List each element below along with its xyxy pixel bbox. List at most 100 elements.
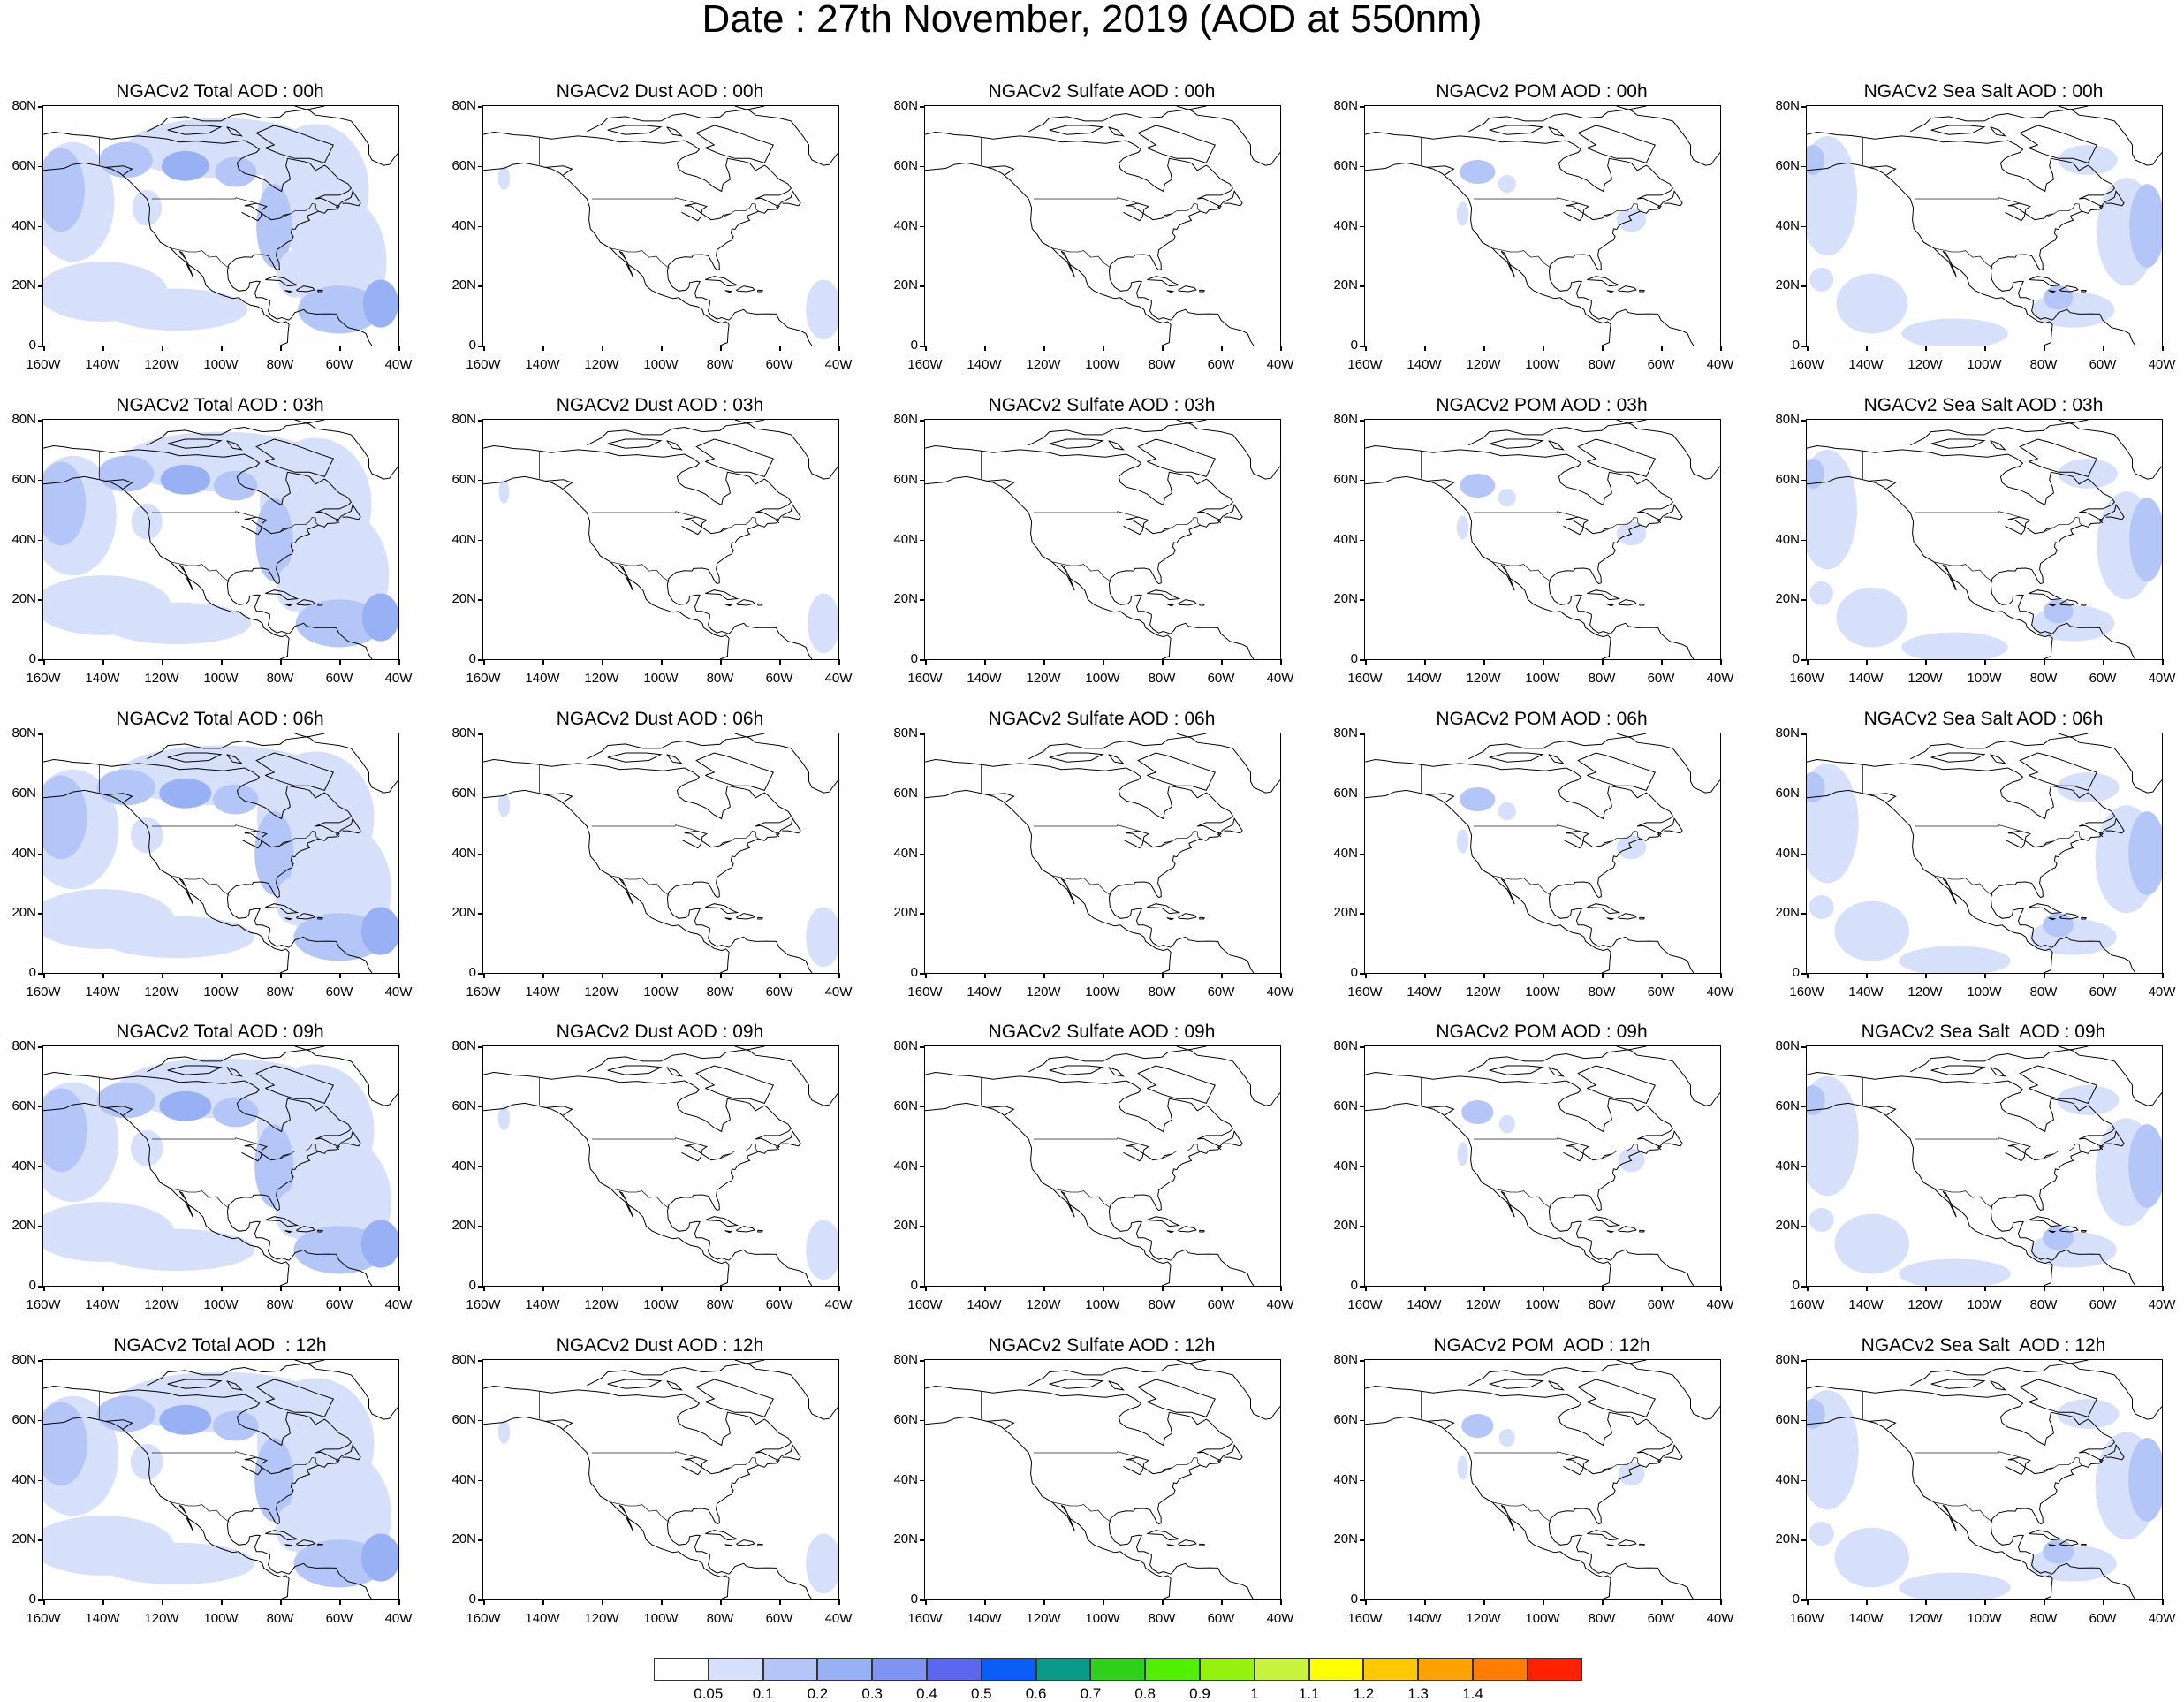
lat-tick [1801,225,1807,227]
coastline [43,758,353,948]
coastline [43,162,290,346]
lon-tick [339,346,341,351]
lon-tick [1602,659,1604,665]
lat-tick-label: 40N [11,845,36,861]
lon-tick-label: 100W [1085,984,1120,999]
lon-tick-label: 40W [824,1297,853,1312]
lat-tick [478,1046,483,1048]
coastline [736,1539,755,1546]
lon-tick [1365,1599,1367,1605]
lon-tick-label: 40W [2148,1297,2176,1312]
lon-tick [221,1599,223,1605]
coastline [736,285,755,293]
lat-tick [1801,1226,1807,1227]
lat-tick-label: 60N [893,471,918,487]
lon-tick-label: 160W [1347,671,1383,686]
lon-tick [779,346,781,351]
lat-tick-label: 60N [451,1411,476,1427]
coastline [1028,106,1207,133]
lon-tick-label: 160W [466,1611,501,1626]
lon-tick [1807,1599,1809,1605]
coastline [695,1379,775,1418]
lat-tick [478,1286,483,1288]
panel-title: NGACv2 Sulfate AOD : 12h [988,1335,1216,1356]
lon-tick [1280,659,1282,665]
coastline [2081,289,2087,293]
coastline [335,1129,361,1151]
coastline [288,1562,373,1599]
lon-tick [1807,659,1809,665]
lat-tick-label: 40N [1333,1471,1358,1487]
lon-tick [1221,973,1223,978]
lon-tick-label: 80W [1148,1611,1176,1626]
aod-shading [159,778,212,809]
coastline [1365,1416,1611,1599]
aod-shading [497,165,511,190]
coastline [226,126,243,137]
aod-shading [362,279,398,328]
coastline [757,289,763,293]
lat-tick [38,1360,43,1362]
country-boundary [2043,1456,2082,1473]
coastline [255,1379,335,1418]
lon-tick-label: 160W [1347,1297,1383,1312]
coastline [1176,733,1280,794]
lat-tick [1801,733,1807,735]
lat-tick-label: 60N [893,1098,918,1113]
lat-tick-label: 60N [11,1411,36,1427]
coastline [1178,599,1197,606]
lat-tick-label: 40N [1333,845,1358,861]
coastline [1170,936,1255,973]
lon-tick [1602,973,1604,978]
lon-tick [984,659,986,665]
lat-tick [38,1166,43,1167]
lon-tick-label: 140W [1407,1297,1442,1312]
aod-shading [1498,174,1516,194]
country-boundary [1473,1451,1589,1461]
aod-shading [214,470,258,501]
coastline [284,290,293,293]
lon-tick-label: 60W [2089,357,2117,372]
colorbar-swatch [817,1658,873,1681]
coastline [724,604,733,607]
colorbar-swatch [872,1658,927,1681]
lon-tick [221,346,223,351]
lon-tick [542,346,544,351]
map-panel: NGACv2 POM AOD : 00h 80N 60N 40N 20N 0 160W 140… [1333,82,1771,383]
coastline [1108,1067,1125,1077]
lon-tick-label: 120W [144,671,179,686]
map-svg [483,420,838,659]
lon-tick [1103,1599,1104,1605]
aod-shading [497,1106,511,1130]
coastline [2019,438,2098,478]
coastline [1147,276,1181,287]
lon-tick-label: 40W [1706,1611,1734,1626]
coastline [1610,1249,1695,1286]
coastline [1587,1530,1621,1541]
coastline [43,789,290,973]
coastline [2058,733,2162,794]
lon-tick-label: 60W [325,671,353,686]
lat-tick [1360,1106,1365,1108]
coastline [1049,125,1104,135]
lat-tick-label: 20N [1333,1218,1358,1234]
coastline [925,475,1172,659]
lon-tick-label: 160W [1789,671,1824,686]
lon-tick-label: 80W [266,984,294,999]
lat-tick [1801,1599,1807,1601]
lon-tick [43,973,45,978]
lon-tick-label: 120W [1907,357,1943,372]
lon-tick-label: 100W [1525,984,1560,999]
country-boundary [1161,830,1201,847]
aod-shading [1498,488,1516,507]
aod-shading [256,184,292,268]
colorbar-swatch [1527,1658,1582,1681]
coastline [1657,189,1683,210]
coastline [1365,1071,1674,1261]
lon-tick-label: 140W [525,984,560,999]
coastline [1610,308,1695,346]
lat-tick-label: 80N [451,98,476,113]
lon-tick-label: 40W [824,984,853,999]
lon-tick-label: 80W [706,357,734,372]
lat-tick [1801,913,1807,915]
